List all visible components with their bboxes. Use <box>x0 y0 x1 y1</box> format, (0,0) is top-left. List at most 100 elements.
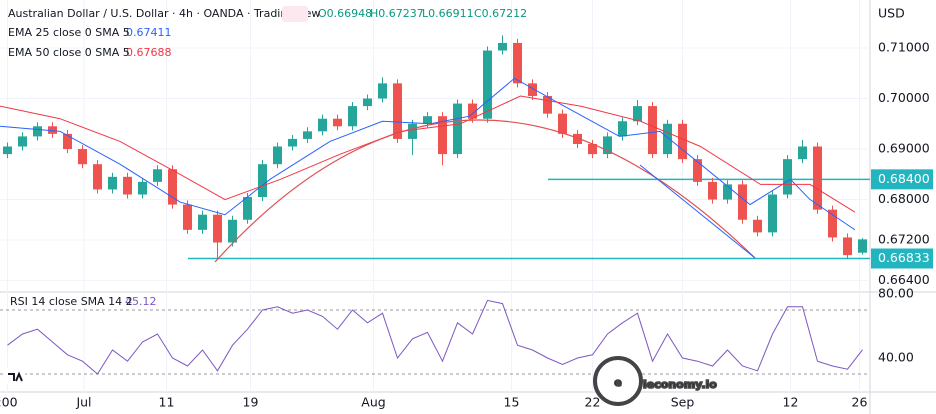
candle-body <box>78 149 87 165</box>
y-tick-label: 0.70000 <box>878 90 930 105</box>
candle-body <box>588 143 597 155</box>
candle-body <box>453 103 462 155</box>
candle-body <box>663 123 672 155</box>
candle-body <box>528 83 537 96</box>
candle-body <box>363 98 372 107</box>
candle-body <box>618 121 627 137</box>
candle-body <box>393 83 402 139</box>
candle-body <box>168 169 177 205</box>
ema-value: 0.67688 <box>126 46 172 59</box>
candle-body <box>3 146 12 155</box>
candle-body <box>288 138 297 147</box>
x-tick-label: 19 <box>243 395 259 410</box>
rsi-value: 45.12 <box>125 295 157 308</box>
candle-body <box>378 83 387 99</box>
watermark: ieconomy.io <box>643 378 717 391</box>
level-label: 0.68400 <box>878 171 930 186</box>
y-tick-label: 0.69000 <box>878 141 930 156</box>
candle-body <box>558 113 567 134</box>
ohlc-value: O0.66948 <box>318 7 372 20</box>
ohlc-value: L0.66911 <box>422 7 474 20</box>
level-label-box <box>871 169 933 190</box>
candle-body <box>738 184 747 220</box>
candle-body <box>513 42 522 84</box>
tv-logo-mark <box>8 371 23 382</box>
x-tick-label: 22 <box>585 395 601 410</box>
candle-body <box>18 136 27 147</box>
candle-body <box>423 116 432 124</box>
drawn-trendline <box>639 164 756 259</box>
level-label: 0.66833 <box>878 250 930 265</box>
drawn-arc <box>214 119 756 263</box>
x-tick-label: 11 <box>159 395 175 410</box>
candle-body <box>348 106 357 127</box>
candle-body <box>723 184 732 200</box>
candle-body <box>798 146 807 160</box>
ema25-name: EMA 25 close 0 SMA 5 <box>8 26 130 39</box>
candle-body <box>603 136 612 155</box>
candle-body <box>63 133 72 150</box>
currency[interactable]: USD <box>878 6 905 21</box>
candle-body <box>303 131 312 139</box>
candle-body <box>123 176 132 195</box>
candle-body <box>678 123 687 160</box>
y-tick-label: 0.67200 <box>878 231 930 246</box>
candle-body <box>408 123 417 139</box>
x-tick-label: 15 <box>504 395 520 410</box>
candle-body <box>438 116 447 155</box>
watermark-logo <box>593 356 643 406</box>
candle-body <box>858 239 867 253</box>
candle-body <box>753 219 762 233</box>
candle-body <box>243 197 252 220</box>
candle-body <box>468 103 477 119</box>
candle-body <box>708 181 717 200</box>
candle-body <box>813 146 822 210</box>
candle-body <box>483 50 492 119</box>
candle-body <box>318 118 327 132</box>
x-tick-label: :00 <box>0 395 18 410</box>
x-tick-label: 26 <box>852 395 868 410</box>
compare-button[interactable] <box>282 6 308 22</box>
candle-body <box>543 95 552 114</box>
symbol-title: Australian Dollar / U.S. Dollar · 4h · O… <box>8 7 320 20</box>
x-tick-label: Aug <box>361 395 385 410</box>
candle-body <box>153 169 162 182</box>
level-label-box <box>871 248 933 269</box>
candle-body <box>633 106 642 122</box>
ema-line <box>0 95 856 213</box>
candle-body <box>843 237 852 256</box>
ohlc-value: C0.67212 <box>474 7 527 20</box>
ema-line <box>0 77 856 231</box>
candle-body <box>828 209 837 238</box>
x-tick-label: Sep <box>671 395 695 410</box>
candle-body <box>573 133 582 144</box>
ohlc-value: H0.67237 <box>370 7 424 20</box>
candle-body <box>228 219 237 243</box>
candle-body <box>498 42 507 51</box>
y-tick-label: 0.71000 <box>878 39 930 54</box>
candle-body <box>93 164 102 190</box>
candle-body <box>198 214 207 230</box>
candle-body <box>333 118 342 127</box>
rsi-tick-label: 40.00 <box>878 350 914 365</box>
rsi-line <box>7 299 863 375</box>
ema-value: 0.67411 <box>126 26 172 39</box>
candle-body <box>108 176 117 190</box>
y-tick-label: 0.66400 <box>878 272 930 287</box>
candle-body <box>273 146 282 165</box>
y-tick-label: 0.68000 <box>878 191 930 206</box>
candle-body <box>693 159 702 182</box>
rsi-name: RSI 14 close SMA 14 2 <box>10 295 133 308</box>
candle-body <box>258 164 267 198</box>
x-tick-label: Jul <box>75 395 91 410</box>
x-tick-label: 12 <box>783 395 799 410</box>
candle-body <box>138 181 147 195</box>
candle-body <box>648 106 657 155</box>
candle-body <box>183 204 192 230</box>
rsi-tick-label: 80.00 <box>878 286 914 301</box>
candle-body <box>33 126 42 137</box>
candle-body <box>783 159 792 195</box>
